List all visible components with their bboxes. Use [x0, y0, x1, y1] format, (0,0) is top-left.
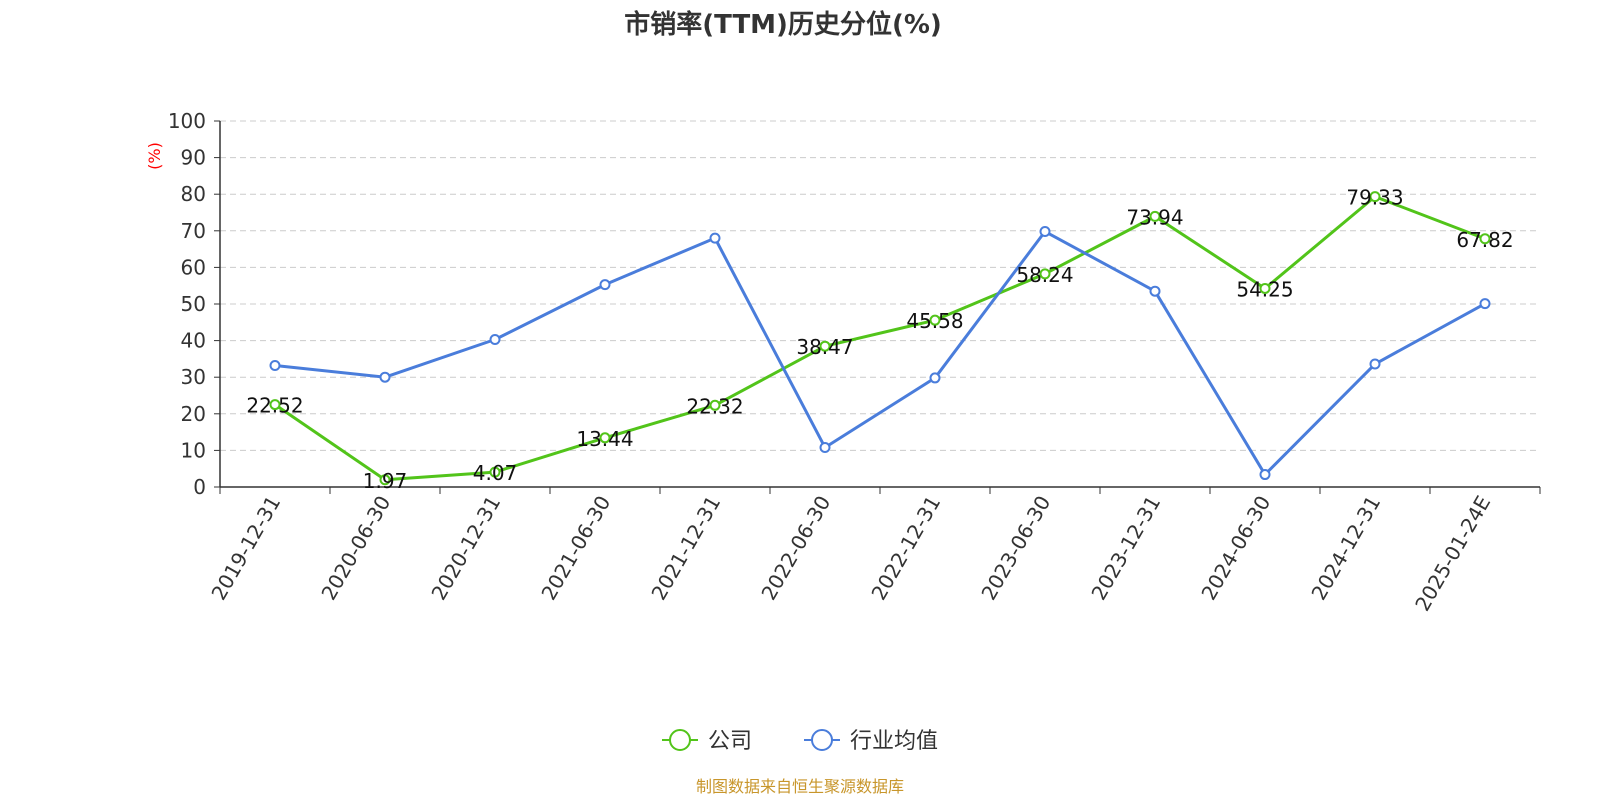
legend-marker: [811, 729, 833, 751]
y-tick-label: 80: [181, 182, 206, 206]
series-point-0[interactable]: [599, 432, 611, 444]
series-point-1[interactable]: [1149, 285, 1161, 297]
legend[interactable]: 公司 行业均值: [662, 729, 938, 754]
x-tick-label: 2025-01-24E: [1410, 492, 1495, 616]
x-tick-label: 2022-06-30: [756, 492, 835, 605]
series-point-0[interactable]: [709, 399, 721, 411]
series-point-0[interactable]: [1039, 268, 1051, 280]
data-label: 1.97: [363, 469, 408, 493]
y-axis-label: (%): [145, 142, 164, 170]
series-point-0[interactable]: [489, 466, 501, 478]
source-note: 制图数据来自恒生聚源数据库: [696, 777, 904, 796]
y-tick-label: 70: [181, 219, 206, 243]
data-label: 54.25: [1236, 277, 1293, 301]
x-tick-label: 2023-06-30: [976, 492, 1055, 605]
chart-title: 市销率(TTM)历史分位(%): [624, 9, 942, 40]
y-tick-label: 100: [168, 109, 206, 133]
x-tick-label: 2019-12-31: [206, 492, 285, 605]
x-tick-label: 2023-12-31: [1086, 492, 1165, 605]
x-tick-label: 2020-12-31: [426, 492, 505, 605]
data-label: 38.47: [796, 335, 853, 359]
series-point-1[interactable]: [819, 441, 831, 453]
series-point-0[interactable]: [819, 340, 831, 352]
series-point-1[interactable]: [379, 371, 391, 383]
x-tick-label: 2024-06-30: [1196, 492, 1275, 605]
y-tick-label: 20: [181, 402, 206, 426]
data-label: 73.94: [1126, 205, 1183, 229]
series-point-1[interactable]: [489, 334, 501, 346]
y-axis-ticks: 0 10 20 30 40 50 60 70 80 90 100: [168, 109, 220, 499]
series-point-0[interactable]: [1259, 282, 1271, 294]
legend-marker: [669, 729, 691, 751]
series-point-0[interactable]: [1149, 210, 1161, 222]
y-tick-label: 40: [181, 329, 206, 353]
series-point-0[interactable]: [929, 314, 941, 326]
y-tick-label: 10: [181, 438, 206, 462]
data-labels: 22.52 1.97 4.07 13.44 22.32 38.47 45.58 58.24 73…: [246, 186, 1513, 493]
legend-label: 行业均值: [850, 729, 938, 754]
y-tick-label: 60: [181, 255, 206, 279]
series-line-0: [274, 195, 1486, 482]
series-point-1[interactable]: [599, 279, 611, 291]
series-point-1[interactable]: [929, 372, 941, 384]
data-label: 13.44: [576, 427, 633, 451]
y-tick-label: 50: [181, 292, 206, 316]
x-tick-label: 2021-06-30: [536, 492, 615, 605]
y-tick-label: 0: [193, 475, 206, 499]
x-tick-label: 2024-12-31: [1306, 492, 1385, 605]
series-point-0[interactable]: [379, 474, 391, 486]
x-tick-label: 2020-06-30: [316, 492, 395, 605]
legend-item-0[interactable]: 公司: [662, 729, 752, 754]
data-label: 22.52: [246, 394, 303, 418]
series-group: [269, 191, 1491, 486]
data-label: 58.24: [1016, 263, 1073, 287]
series-point-1[interactable]: [1039, 226, 1051, 238]
series-point-1[interactable]: [1479, 298, 1491, 310]
series-point-1[interactable]: [1369, 358, 1381, 370]
data-label: 79.33: [1346, 186, 1403, 210]
data-label: 4.07: [473, 461, 518, 485]
series-point-0[interactable]: [269, 399, 281, 411]
x-tick-label: 2022-12-31: [866, 492, 945, 605]
series-point-1[interactable]: [1259, 469, 1271, 481]
y-tick-label: 30: [181, 365, 206, 389]
series-line-1: [274, 230, 1486, 477]
y-tick-label: 90: [181, 146, 206, 170]
data-label: 67.82: [1456, 228, 1513, 252]
series-point-1[interactable]: [709, 232, 721, 244]
data-label: 45.58: [906, 309, 963, 333]
series-point-0[interactable]: [1369, 191, 1381, 203]
x-axis-ticks: 2019-12-31 2020-06-30 2020-12-31 2021-06-30…: [206, 487, 1541, 616]
x-tick-label: 2021-12-31: [646, 492, 725, 605]
series-point-1[interactable]: [269, 359, 281, 371]
data-label: 22.32: [686, 394, 743, 418]
legend-label: 公司: [708, 729, 752, 754]
series-point-0[interactable]: [1479, 233, 1491, 245]
grid-lines: [220, 120, 1540, 451]
legend-item-1[interactable]: 行业均值: [804, 729, 938, 754]
